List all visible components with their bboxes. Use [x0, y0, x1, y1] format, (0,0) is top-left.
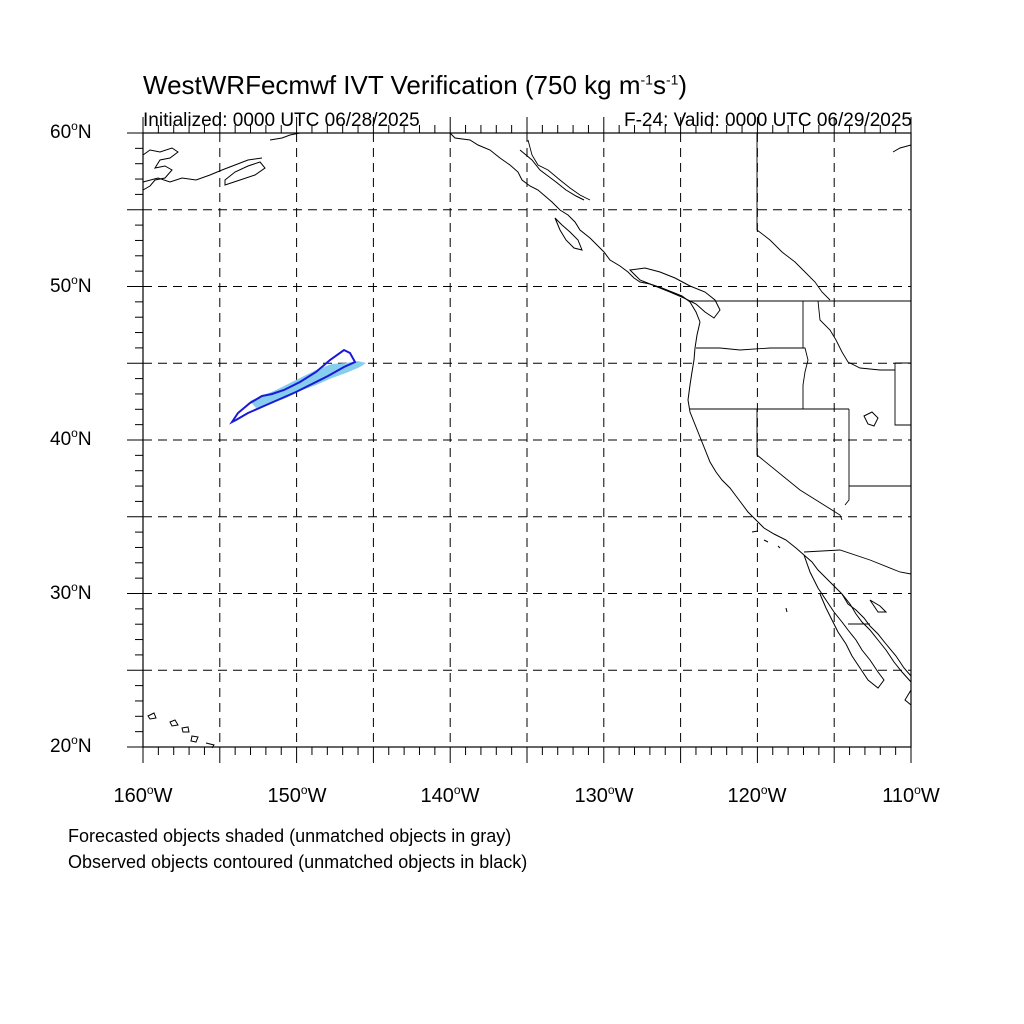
lon-label-130w: 130oW [574, 783, 634, 807]
footnote-observed: Observed objects contoured (unmatched ob… [68, 852, 528, 872]
axis-ticks [127, 117, 912, 763]
lat-label-50n: 50oN [50, 273, 92, 297]
lon-label-110w: 110oW [882, 783, 940, 807]
lon-label-160w: 160oW [113, 783, 173, 807]
lon-label-140w: 140oW [420, 783, 480, 807]
lon-label-120w: 120oW [727, 783, 787, 807]
observed-object-contour [229, 348, 357, 425]
lat-label-20n: 20oN [50, 733, 92, 757]
political-borders [527, 133, 912, 625]
valid-time: F-24: Valid: 0000 UTC 06/29/2025 [624, 110, 912, 131]
footnote-forecast: Forecasted objects shaded (unmatched obj… [68, 826, 512, 846]
lat-label-30n: 30oN [50, 580, 92, 604]
graticule [143, 133, 911, 747]
coastlines [142, 132, 912, 749]
chart-title: WestWRFecmwf IVT Verification (750 kg m-… [143, 70, 688, 100]
lat-label-60n: 60oN [50, 119, 92, 143]
lon-label-150w: 150oW [267, 783, 327, 807]
forecast-object [250, 361, 366, 408]
lat-label-40n: 40oN [50, 426, 92, 450]
initialized-time: Initialized: 0000 UTC 06/28/2025 [143, 110, 420, 131]
